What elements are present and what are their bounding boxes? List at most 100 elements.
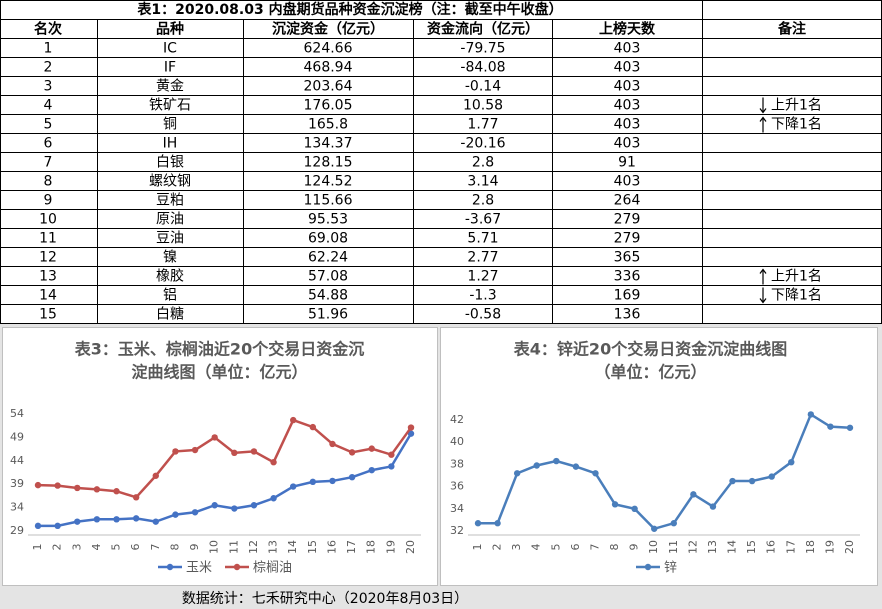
table-cell: 1.27 bbox=[467, 269, 498, 285]
remark: 下降1名 bbox=[771, 288, 822, 304]
table-cell: 2 bbox=[44, 60, 53, 76]
table-cell: 403 bbox=[614, 136, 641, 152]
table-cell: 54.88 bbox=[308, 288, 348, 304]
table-cell: 豆油 bbox=[156, 231, 184, 247]
point bbox=[348, 473, 356, 481]
chart-title: 淀曲线图（单位：亿元） bbox=[131, 363, 307, 382]
x-tick-label: 7 bbox=[588, 544, 601, 551]
x-tick-label: 9 bbox=[188, 544, 201, 551]
remark: 上升1名 bbox=[771, 98, 822, 114]
x-tick-label: 14 bbox=[726, 540, 739, 554]
x-tick-label: 11 bbox=[227, 540, 240, 554]
table-cell: 橡胶 bbox=[156, 268, 184, 285]
point bbox=[690, 491, 697, 498]
point bbox=[290, 483, 297, 490]
x-tick-label: 14 bbox=[286, 540, 299, 554]
column-header: 品种 bbox=[156, 21, 184, 38]
table-cell: 468.94 bbox=[304, 60, 353, 76]
table-cell: 403 bbox=[614, 60, 641, 76]
point bbox=[368, 445, 375, 452]
table-cell: 403 bbox=[614, 98, 641, 114]
table-cell: 165.8 bbox=[308, 117, 348, 133]
y-tick-label: 38 bbox=[450, 457, 464, 470]
footer: 数据统计：七禾研究中心（2020年8月03日） bbox=[182, 591, 468, 607]
legend-marker bbox=[644, 563, 652, 571]
point bbox=[34, 481, 42, 489]
table-cell: 3 bbox=[44, 79, 53, 95]
point bbox=[309, 423, 317, 431]
table-cell: 95.53 bbox=[308, 212, 348, 228]
point bbox=[846, 424, 854, 431]
point bbox=[572, 463, 580, 470]
table-cell: 1 bbox=[44, 41, 53, 57]
table-cell: 264 bbox=[614, 193, 641, 209]
point bbox=[533, 462, 540, 469]
table-cell: 5.71 bbox=[467, 231, 498, 247]
x-tick-label: 15 bbox=[745, 540, 758, 554]
x-tick-label: 8 bbox=[608, 544, 621, 551]
point bbox=[592, 470, 599, 477]
table-cell: 403 bbox=[614, 79, 641, 95]
table-cell: -0.14 bbox=[465, 79, 501, 95]
point bbox=[474, 520, 482, 527]
x-tick-label: 20 bbox=[404, 540, 417, 554]
point bbox=[172, 448, 179, 455]
point bbox=[152, 472, 159, 479]
table-cell: 5 bbox=[44, 117, 53, 133]
x-tick-label: 18 bbox=[804, 540, 817, 554]
table-cell: 白银 bbox=[156, 155, 184, 171]
y-tick-label: 40 bbox=[450, 435, 464, 448]
point bbox=[211, 502, 218, 509]
table-cell: -84.08 bbox=[460, 60, 505, 76]
legend-marker bbox=[166, 563, 174, 571]
x-tick-label: 8 bbox=[168, 544, 181, 551]
x-tick-label: 13 bbox=[267, 540, 280, 554]
x-tick-label: 5 bbox=[549, 544, 562, 551]
point bbox=[152, 518, 159, 525]
chart-title: 表4：锌近20个交易日资金沉淀曲线图 bbox=[513, 340, 787, 359]
table-cell: 169 bbox=[614, 288, 641, 304]
x-tick-label: 10 bbox=[647, 540, 660, 554]
x-tick-label: 15 bbox=[306, 540, 319, 554]
table-cell: 白糖 bbox=[156, 307, 184, 323]
series-line bbox=[38, 433, 413, 528]
table-cell: 365 bbox=[614, 250, 641, 266]
point bbox=[788, 458, 795, 466]
arrow-up bbox=[759, 268, 767, 285]
point bbox=[670, 520, 677, 527]
table-cell: -0.58 bbox=[465, 307, 501, 323]
table-cell: 12 bbox=[39, 250, 57, 266]
table-cell: IH bbox=[163, 136, 178, 152]
x-tick-label: 17 bbox=[784, 540, 797, 554]
x-tick-label: 17 bbox=[345, 540, 358, 554]
point bbox=[93, 516, 101, 523]
table-cell: 1.77 bbox=[467, 117, 498, 133]
table-cell: 2.8 bbox=[472, 155, 494, 171]
remark: 下降1名 bbox=[771, 117, 822, 133]
x-tick-label: 4 bbox=[90, 544, 103, 551]
point bbox=[270, 495, 277, 502]
table-cell: 51.96 bbox=[308, 307, 348, 323]
point bbox=[388, 451, 395, 458]
point bbox=[74, 518, 81, 525]
x-tick-label: 2 bbox=[51, 544, 64, 551]
point bbox=[270, 459, 277, 466]
column-header: 资金流向（亿元） bbox=[427, 21, 539, 38]
legend-marker bbox=[233, 563, 241, 571]
table-cell: 3.14 bbox=[467, 174, 498, 190]
point bbox=[329, 440, 336, 448]
point bbox=[807, 411, 815, 418]
table-cell: 11 bbox=[39, 231, 57, 247]
chart-title: （单位：亿元） bbox=[594, 363, 706, 382]
table-cell: 铁矿石 bbox=[149, 98, 191, 114]
arrow-down bbox=[759, 287, 767, 304]
chart-title: 表3：玉米、棕榈油近20个交易日资金沉 bbox=[74, 340, 364, 359]
point bbox=[231, 449, 238, 457]
y-tick-label: 39 bbox=[10, 477, 24, 490]
table-cell: 14 bbox=[39, 288, 57, 304]
table-cell: 57.08 bbox=[308, 269, 348, 285]
table-cell: -1.3 bbox=[469, 288, 496, 304]
x-tick-label: 7 bbox=[149, 544, 162, 551]
table-cell: 128.15 bbox=[304, 155, 353, 171]
